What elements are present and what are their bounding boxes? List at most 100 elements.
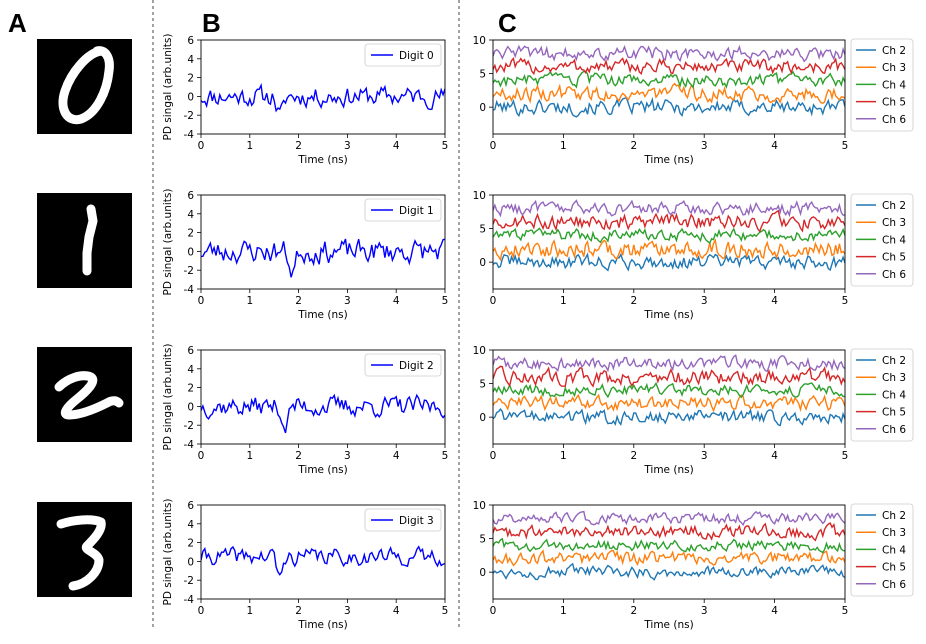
x-tick-label: 1 [246, 605, 253, 617]
y-tick-label: 4 [187, 364, 194, 376]
plot-c-0: 0 1 2 3 4 5 0 5 10 Time (ns) Ch 2 Ch 3 Ch 4 Ch 5 Ch 6 [473, 35, 914, 166]
y-tick-label: 0 [479, 102, 486, 114]
x-tick-label: 2 [295, 450, 302, 462]
digit-3-stroke [56, 515, 106, 591]
x-tick-label: 4 [393, 605, 400, 617]
series-line-digit-1 [201, 238, 445, 278]
y-tick-label: 5 [479, 379, 486, 391]
x-tick-label: 1 [246, 140, 253, 152]
axes-frame [492, 349, 846, 445]
legend-label: Ch 2 [882, 355, 906, 367]
axes-frame [200, 349, 446, 445]
panel-label-b: B [202, 8, 221, 38]
y-tick-label: 0 [187, 91, 194, 103]
axes-frame [200, 504, 446, 600]
series-line-digit-0 [201, 82, 445, 113]
legend-label: Digit 0 [399, 50, 434, 62]
y-tick-label: 5 [479, 69, 486, 81]
digit-2-stroke [54, 371, 124, 420]
x-axis-label: Time (ns) [643, 619, 693, 631]
x-axis-label: Time (ns) [297, 154, 347, 166]
x-tick-label: 0 [490, 140, 497, 152]
y-tick-label: 2 [187, 73, 194, 85]
x-axis-label: Time (ns) [643, 464, 693, 476]
y-tick-label: 4 [187, 209, 194, 221]
y-tick-label: 2 [187, 538, 194, 550]
x-tick-label: 5 [842, 295, 849, 307]
series-line-ch-4 [493, 70, 845, 90]
digit-1-stroke [82, 204, 98, 276]
x-tick-label: 2 [295, 140, 302, 152]
y-axis-label: PD singal (arb.units) [162, 34, 174, 141]
series-line-ch-3 [493, 238, 845, 262]
legend-label: Digit 2 [399, 360, 434, 372]
x-tick-label: 2 [295, 605, 302, 617]
y-tick-label: 6 [187, 345, 194, 357]
series-line-ch-5 [493, 522, 845, 542]
y-axis-label: PD singal (arb.units) [162, 499, 174, 606]
y-tick-label: 5 [479, 534, 486, 546]
y-tick-label: -2 [184, 420, 194, 432]
digit-0-stroke [58, 46, 114, 125]
y-tick-label: 5 [479, 224, 486, 236]
plot-b-1: 0 1 2 3 4 5 -4 -2 0 2 4 6 Time (ns) PD singal (arb.un… [162, 189, 448, 321]
x-tick-label: 2 [630, 140, 637, 152]
legend-label: Ch 5 [882, 97, 906, 109]
legend-label: Ch 3 [882, 62, 906, 74]
x-tick-label: 0 [198, 140, 205, 152]
y-tick-label: 2 [187, 383, 194, 395]
x-tick-label: 1 [246, 450, 253, 462]
x-tick-label: 1 [560, 295, 567, 307]
y-tick-label: -4 [184, 439, 195, 451]
x-tick-label: 4 [771, 605, 778, 617]
plot-c-3: 0 1 2 3 4 5 0 5 10 Time (ns) Ch 2 Ch 3 Ch 4 Ch 5 Ch 6 [473, 500, 914, 631]
legend-label: Ch 5 [882, 252, 906, 264]
y-tick-label: 6 [187, 35, 194, 47]
x-tick-label: 0 [490, 450, 497, 462]
y-tick-label: 0 [187, 556, 194, 568]
series-line-ch-4 [493, 381, 845, 399]
x-tick-label: 3 [344, 140, 351, 152]
y-tick-label: 0 [479, 257, 486, 269]
series-line-ch-6 [493, 44, 845, 63]
x-tick-label: 3 [701, 605, 708, 617]
y-tick-label: 10 [473, 35, 486, 47]
y-tick-label: -2 [184, 110, 194, 122]
legend-label: Digit 3 [399, 515, 434, 527]
plot-c-1: 0 1 2 3 4 5 0 5 10 Time (ns) Ch 2 Ch 3 Ch 4 Ch 5 Ch 6 [473, 190, 914, 321]
y-tick-label: 4 [187, 54, 194, 66]
x-tick-label: 3 [701, 450, 708, 462]
axes-frame [492, 194, 846, 290]
x-tick-label: 2 [630, 450, 637, 462]
x-tick-label: 4 [771, 140, 778, 152]
x-tick-label: 3 [701, 140, 708, 152]
y-tick-label: 4 [187, 519, 194, 531]
legend-label: Digit 1 [399, 205, 434, 217]
series-line-ch-2 [493, 562, 845, 581]
x-tick-label: 3 [701, 295, 708, 307]
plot-b-3: 0 1 2 3 4 5 -4 -2 0 2 4 6 Time (ns) PD singal (arb.un… [162, 499, 448, 631]
legend-label: Ch 3 [882, 372, 906, 384]
y-tick-label: 0 [479, 567, 486, 579]
series-line-digit-2 [201, 393, 445, 434]
legend-label: Ch 4 [882, 234, 906, 246]
x-tick-label: 2 [295, 295, 302, 307]
x-tick-label: 5 [842, 450, 849, 462]
legend-label: Ch 6 [882, 269, 906, 281]
series-line-ch-4 [493, 227, 845, 245]
y-tick-label: 6 [187, 190, 194, 202]
digit-images [37, 39, 132, 597]
x-tick-label: 4 [393, 450, 400, 462]
plot-c-2: 0 1 2 3 4 5 0 5 10 Time (ns) Ch 2 Ch 3 Ch 4 Ch 5 Ch 6 [473, 345, 914, 476]
legend-label: Ch 3 [882, 217, 906, 229]
x-tick-label: 4 [771, 450, 778, 462]
y-tick-label: -2 [184, 265, 194, 277]
legend-box [364, 198, 442, 222]
legend-label: Ch 4 [882, 544, 906, 556]
series-line-ch-5 [493, 209, 845, 233]
x-tick-label: 5 [442, 605, 449, 617]
legend-label: Ch 5 [882, 562, 906, 574]
legend-label: Ch 6 [882, 424, 906, 436]
y-tick-label: 0 [187, 401, 194, 413]
